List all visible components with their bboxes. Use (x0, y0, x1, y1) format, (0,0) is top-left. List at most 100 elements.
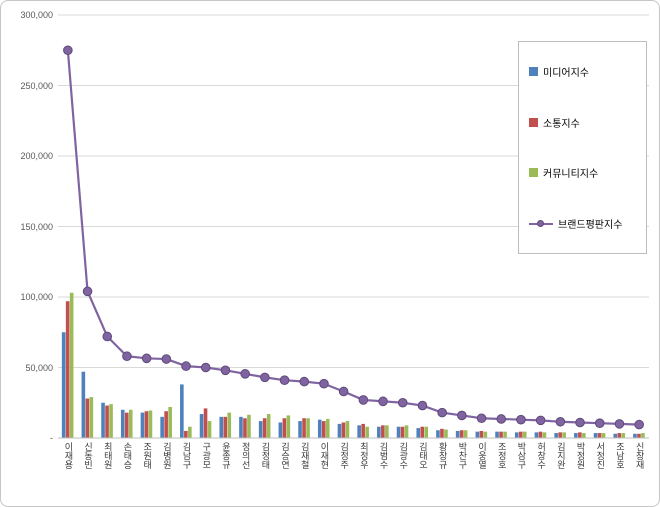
marker-brand-reputation-index (122, 351, 132, 362)
marker-brand-reputation-index (358, 395, 369, 405)
bar-community-index (365, 426, 369, 438)
bar-media-index (396, 426, 401, 438)
x-axis-label: 이재현 (319, 442, 330, 469)
x-axis-label: 박삼구 (516, 442, 527, 469)
marker-brand-reputation-index (634, 419, 644, 430)
marker-brand-reputation-index (397, 397, 408, 408)
bar-media-index (357, 425, 361, 438)
y-axis-label: 300,000 (20, 10, 53, 20)
x-axis-label: 최태원 (102, 442, 113, 469)
bar-media-index (219, 416, 224, 438)
bar-communication-index (65, 301, 70, 438)
bar-community-index (385, 425, 389, 438)
bar-communication-index (341, 422, 346, 438)
marker-brand-reputation-index (614, 419, 625, 429)
marker-brand-reputation-index (516, 414, 526, 425)
bar-media-index (180, 384, 184, 438)
bar-community-index (444, 429, 448, 438)
bar-communication-index (499, 431, 503, 438)
bar-media-index (239, 416, 243, 438)
x-axis-label: 황창규 (437, 442, 448, 469)
bar-media-index (377, 426, 381, 438)
bar-communication-index (321, 421, 326, 438)
bar-media-index (554, 433, 558, 438)
bar-media-index (475, 431, 480, 438)
marker-brand-reputation-index (102, 331, 113, 342)
bar-community-index (207, 421, 212, 438)
x-axis-label: 조원태 (142, 442, 153, 469)
legend-label-brand-reputation-index: 브랜드평판지수 (558, 220, 623, 232)
bar-communication-index (558, 432, 562, 438)
bar-communication-index (479, 430, 484, 438)
marker-brand-reputation-index (555, 416, 566, 427)
bar-media-index (514, 432, 519, 438)
bar-media-index (574, 433, 578, 438)
marker-brand-reputation-index (535, 415, 546, 426)
bar-communication-index (105, 405, 109, 438)
bar-communication-index (440, 428, 444, 438)
bar-communication-index (459, 430, 464, 438)
x-axis-label: 김범수 (378, 442, 389, 469)
legend: 미디어지수 소통지수 커뮤니티지수 브랜드평판지수 (518, 41, 647, 254)
bar-community-index (463, 430, 468, 438)
marker-brand-reputation-index (220, 365, 231, 376)
bar-media-index (337, 423, 342, 438)
marker-brand-reputation-index (457, 410, 467, 421)
bar-community-index (345, 421, 350, 438)
bar-media-index (101, 402, 105, 438)
bar-communication-index (282, 418, 287, 438)
x-axis-label: 박정원 (575, 442, 586, 469)
x-axis-label: 정의선 (240, 442, 251, 469)
bar-community-index (601, 433, 606, 438)
marker-brand-reputation-index (161, 354, 172, 364)
marker-brand-reputation-index (82, 286, 93, 297)
bar-media-index (436, 430, 440, 438)
x-axis-label: 조남호 (614, 442, 625, 469)
bar-communication-index (578, 432, 582, 438)
legend-label-community-index: 커뮤니티지수 (543, 169, 599, 181)
bar-media-index (455, 430, 460, 438)
bar-communication-index (302, 418, 306, 438)
marker-brand-reputation-index (200, 362, 211, 373)
bar-community-index (266, 414, 271, 438)
marker-brand-reputation-index (299, 376, 310, 387)
bar-media-index (278, 422, 283, 438)
x-axis-label: 김태오 (417, 442, 428, 469)
y-axis-label: 250,000 (20, 80, 53, 91)
bar-community-index (69, 292, 74, 438)
bar-community-index (286, 415, 291, 438)
x-axis-label: 김정주 (339, 442, 350, 469)
marker-brand-reputation-index (240, 369, 250, 379)
y-axis-label: 50,000 (25, 362, 53, 373)
bar-communication-index (597, 433, 602, 438)
bar-media-index (120, 409, 125, 438)
bar-community-index (306, 418, 310, 438)
bar-community-index (325, 418, 330, 438)
communication-index-swatch-icon (529, 117, 538, 127)
legend-item-media-index: 미디어지수 (529, 46, 642, 97)
bar-communication-index (420, 426, 425, 438)
bar-community-index (483, 431, 488, 438)
y-axis-label: 100,000 (20, 292, 53, 302)
marker-brand-reputation-index (141, 353, 152, 364)
bar-media-index (140, 412, 145, 438)
bar-media-index (593, 433, 598, 438)
bar-communication-index (262, 418, 267, 438)
bar-community-index (128, 409, 133, 438)
x-axis-label: 김승연 (280, 442, 291, 469)
marker-brand-reputation-index (181, 361, 191, 371)
bar-media-index (258, 421, 263, 438)
x-axis-label: 허창수 (536, 442, 547, 469)
bar-communication-index (203, 408, 208, 438)
marker-brand-reputation-index (319, 378, 329, 389)
bar-communication-index (518, 431, 523, 438)
y-axis-label: 200,000 (20, 151, 53, 161)
bar-media-index (160, 416, 164, 438)
bar-communication-index (617, 433, 622, 438)
bar-communication-index (243, 418, 247, 438)
x-axis-label: 김정태 (260, 442, 271, 469)
bar-community-index (562, 432, 566, 438)
marker-brand-reputation-index (63, 45, 73, 56)
